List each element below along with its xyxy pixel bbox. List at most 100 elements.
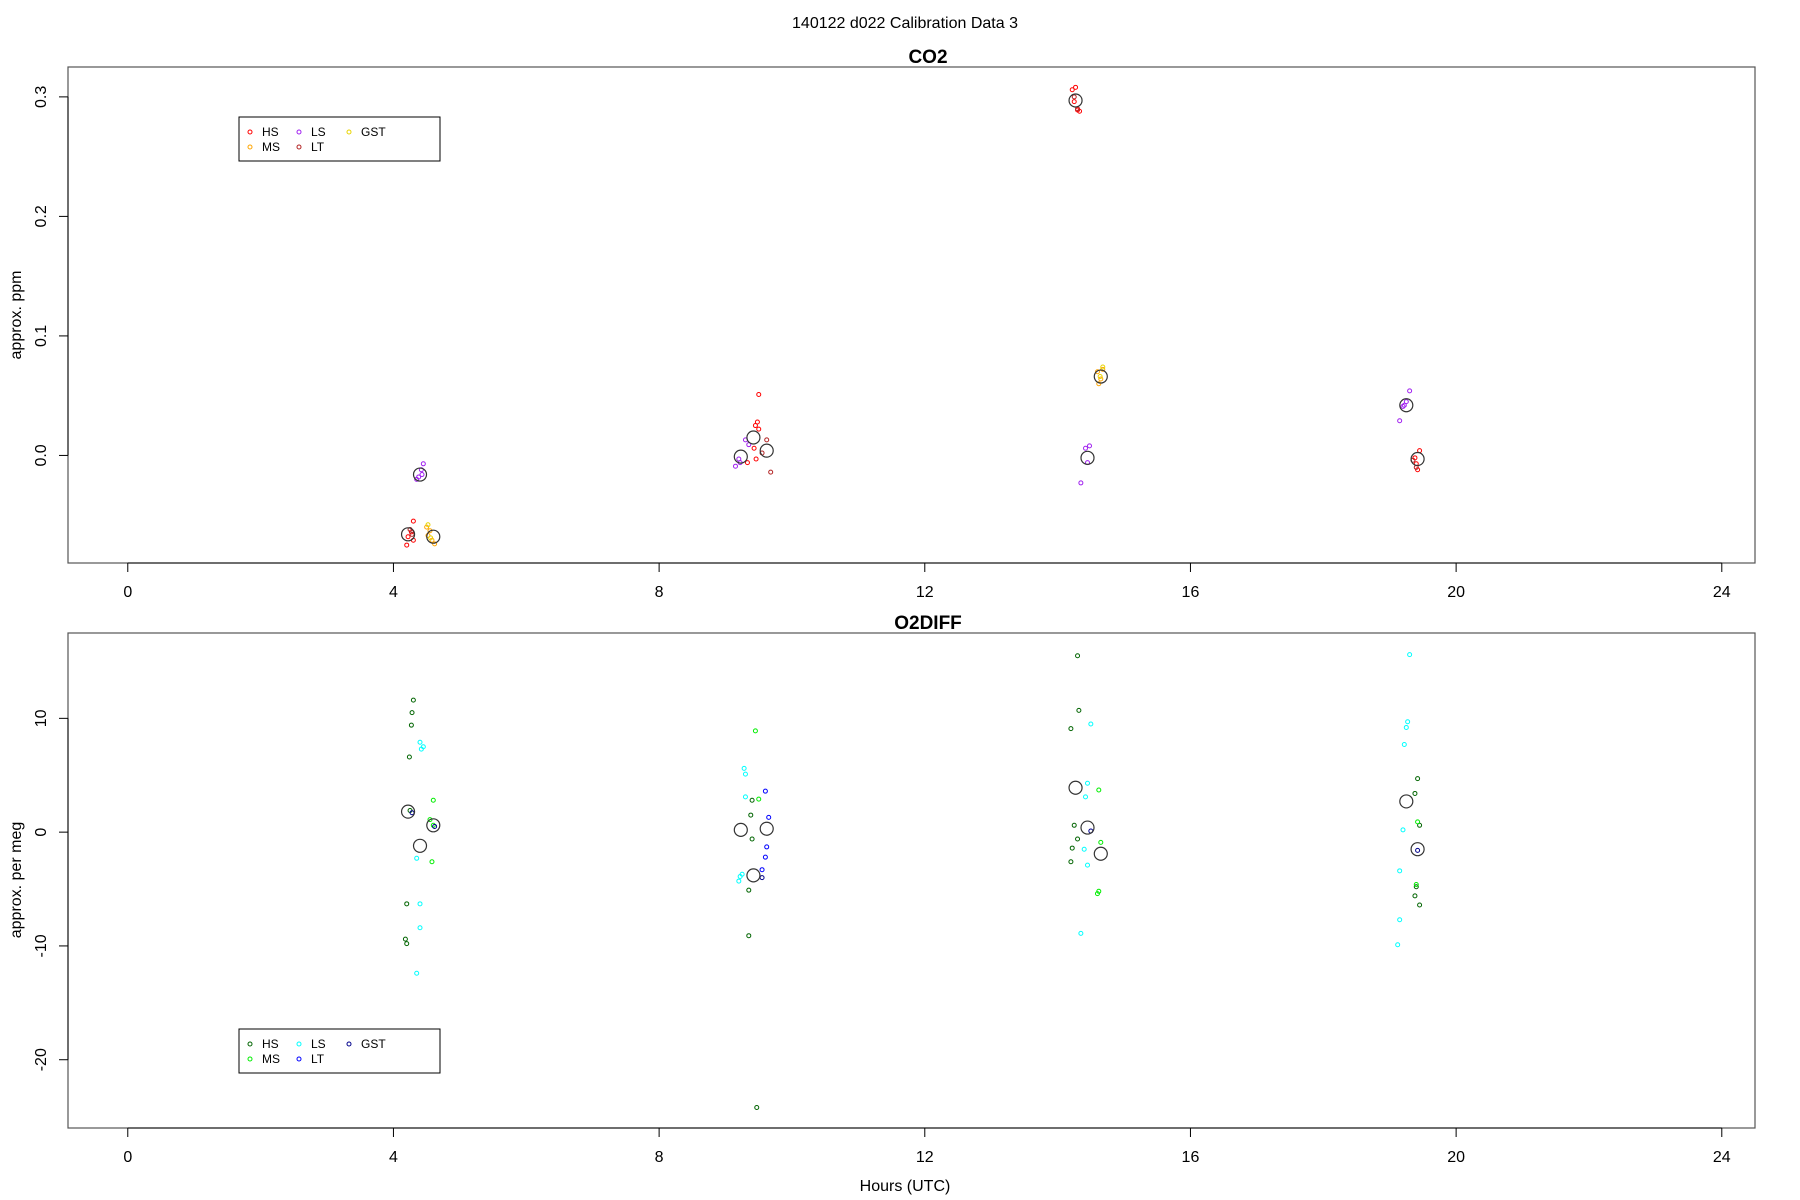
y-tick-label: 0.0: [33, 444, 50, 466]
y-tick-label: 0: [33, 828, 50, 837]
mean-point: [1093, 846, 1108, 861]
data-point-ls: [1083, 445, 1089, 451]
x-tick-label: 12: [916, 1149, 934, 1166]
legend-label: HS: [262, 125, 279, 139]
data-point-gst: [1097, 374, 1103, 380]
data-point-ls: [1407, 388, 1413, 394]
data-point-ls: [1401, 742, 1407, 748]
legend-marker: [346, 1041, 352, 1047]
data-point-hs: [749, 836, 755, 842]
data-point-hs: [756, 391, 762, 397]
data-point-lt: [762, 788, 768, 794]
data-point-ls: [742, 794, 748, 800]
x-tick-label: 0: [123, 584, 132, 601]
data-point-hs: [753, 456, 759, 462]
legend-label: LT: [311, 1052, 325, 1066]
data-point-hs: [410, 697, 416, 703]
data-point-ls: [419, 472, 425, 478]
mean-point: [400, 804, 416, 819]
data-point-gst: [428, 535, 434, 541]
figure-title: 140122 d022 Calibration Data 3: [792, 15, 1018, 32]
y-tick-label: 0.2: [33, 205, 50, 227]
data-point-hs: [754, 419, 760, 425]
data-point-ls: [1083, 794, 1089, 800]
y-tick-label: -20: [33, 1048, 50, 1071]
legend-label: GST: [361, 1037, 386, 1051]
data-point-ls: [737, 874, 743, 880]
mean-point: [1399, 794, 1414, 809]
mean-point: [1068, 93, 1083, 108]
data-point-ms: [1094, 891, 1100, 897]
y-tick-label: 10: [33, 709, 50, 727]
mean-point: [1080, 450, 1095, 465]
data-point-ls: [1403, 724, 1409, 730]
data-point-hs: [1071, 822, 1077, 828]
data-point-ms: [1094, 369, 1100, 375]
mean-point: [759, 821, 774, 836]
legend-marker: [296, 1056, 302, 1062]
data-point-lt: [762, 854, 768, 860]
data-point-ls: [741, 765, 747, 771]
data-point-hs: [749, 797, 755, 803]
data-point-hs: [1412, 790, 1418, 796]
x-tick-label: 16: [1182, 1149, 1200, 1166]
data-point-ls: [1085, 780, 1091, 786]
x-tick-label: 12: [916, 584, 934, 601]
data-point-gst: [1415, 847, 1421, 853]
legend-box: [238, 1028, 441, 1074]
legend-marker: [247, 144, 253, 150]
data-point-ms: [1098, 839, 1104, 845]
data-point-hs: [404, 542, 410, 548]
mean-point: [733, 822, 748, 837]
data-point-ls: [1400, 827, 1406, 833]
data-point-ms: [432, 541, 438, 547]
x-tick-label: 16: [1182, 584, 1200, 601]
mean-point: [1093, 369, 1108, 384]
data-point-gst: [432, 823, 438, 829]
data-point-ms: [1100, 366, 1106, 372]
data-point-ls: [414, 476, 420, 482]
legend-label: LS: [311, 125, 326, 139]
legend-label: HS: [262, 1037, 279, 1051]
data-point-ls: [1088, 721, 1094, 727]
data-point-hs: [1069, 87, 1075, 93]
x-tick-label: 4: [389, 1149, 398, 1166]
y-tick-label: 0.3: [33, 86, 50, 108]
data-point-hs: [402, 936, 408, 942]
data-point-ls: [1397, 868, 1403, 874]
data-point-hs: [748, 812, 754, 818]
data-point-hs: [1076, 707, 1082, 713]
data-point-gst: [759, 875, 765, 881]
data-point-lt: [768, 469, 774, 475]
data-point-hs: [1075, 653, 1081, 659]
mean-point: [400, 527, 416, 542]
legend-label: MS: [262, 140, 280, 154]
data-point-ms: [430, 797, 436, 803]
data-point-ls: [732, 463, 738, 469]
legend-label: LT: [311, 140, 325, 154]
x-axis-label: Hours (UTC): [860, 1178, 951, 1195]
mean-point: [759, 443, 774, 458]
data-point-ls: [1395, 942, 1401, 948]
legend-box: [238, 116, 441, 162]
data-point-ls: [1078, 930, 1084, 936]
data-point-ls: [1407, 652, 1413, 658]
data-point-hs: [1412, 893, 1418, 899]
legend-marker: [247, 129, 253, 135]
data-point-hs: [409, 710, 415, 716]
data-point-hs: [746, 887, 752, 893]
data-point-ls: [742, 771, 748, 777]
mean-point: [412, 838, 428, 853]
legend-marker: [296, 1041, 302, 1047]
co2-y-axis-label: approx. ppm: [8, 271, 25, 360]
data-point-ls: [1405, 719, 1411, 725]
x-tick-label: 8: [655, 584, 664, 601]
data-point-hs: [751, 445, 757, 451]
data-point-ls: [1085, 862, 1091, 868]
data-point-hs: [1068, 859, 1074, 865]
data-point-ls: [417, 739, 423, 745]
mean-point: [426, 529, 441, 544]
x-tick-label: 24: [1713, 1149, 1731, 1166]
x-tick-label: 20: [1447, 584, 1465, 601]
mean-point: [1399, 398, 1414, 413]
